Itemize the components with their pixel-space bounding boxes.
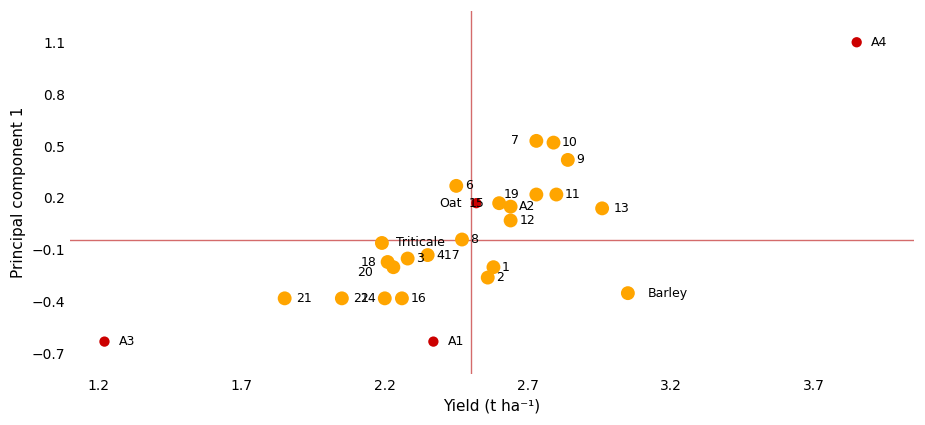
Point (549, 191, 563, 198)
Point (529, 137, 544, 144)
Text: 2: 2 (497, 271, 504, 284)
Text: 417: 417 (437, 249, 460, 261)
Point (492, 200, 507, 207)
Y-axis label: Principal component 1: Principal component 1 (11, 107, 26, 278)
Text: Triticale: Triticale (396, 236, 445, 249)
Text: 10: 10 (562, 136, 578, 149)
Text: Oat: Oat (439, 197, 462, 210)
Text: A3: A3 (118, 335, 135, 348)
Text: 7: 7 (512, 134, 519, 147)
Text: 6: 6 (465, 179, 473, 193)
Text: 14: 14 (361, 292, 376, 305)
Point (401, 255, 415, 262)
Text: A2: A2 (519, 200, 536, 213)
X-axis label: Yield (t ha⁻¹): Yield (t ha⁻¹) (443, 399, 540, 414)
Point (546, 139, 561, 146)
Text: 13: 13 (613, 202, 629, 215)
Text: 11: 11 (565, 188, 581, 201)
Point (469, 200, 484, 207)
Text: A1: A1 (448, 335, 464, 348)
Text: 20: 20 (357, 266, 374, 279)
Text: 16: 16 (411, 292, 426, 305)
Point (449, 182, 463, 189)
Point (386, 264, 401, 271)
Point (377, 295, 392, 302)
Text: 8: 8 (471, 233, 478, 246)
Text: 21: 21 (296, 292, 312, 305)
Point (380, 258, 395, 265)
Text: 19: 19 (503, 188, 519, 201)
Point (97, 338, 112, 345)
Text: 18: 18 (361, 255, 376, 269)
Point (561, 156, 575, 163)
Point (395, 295, 410, 302)
Point (849, 39, 864, 45)
Point (426, 338, 441, 345)
Text: A4: A4 (871, 36, 887, 49)
Text: 3: 3 (416, 252, 424, 265)
Point (335, 295, 350, 302)
Text: 9: 9 (576, 153, 585, 167)
Point (503, 203, 518, 210)
Point (454, 236, 469, 243)
Point (503, 217, 518, 224)
Text: 22: 22 (353, 292, 369, 305)
Point (278, 295, 292, 302)
Text: Barley: Barley (648, 286, 688, 300)
Text: 15: 15 (469, 197, 485, 210)
Point (486, 264, 500, 271)
Text: 12: 12 (519, 214, 535, 227)
Point (595, 205, 610, 212)
Point (375, 240, 389, 246)
Point (621, 290, 635, 297)
Point (480, 274, 495, 281)
Text: 1: 1 (502, 261, 510, 274)
Point (420, 252, 435, 258)
Point (529, 191, 544, 198)
